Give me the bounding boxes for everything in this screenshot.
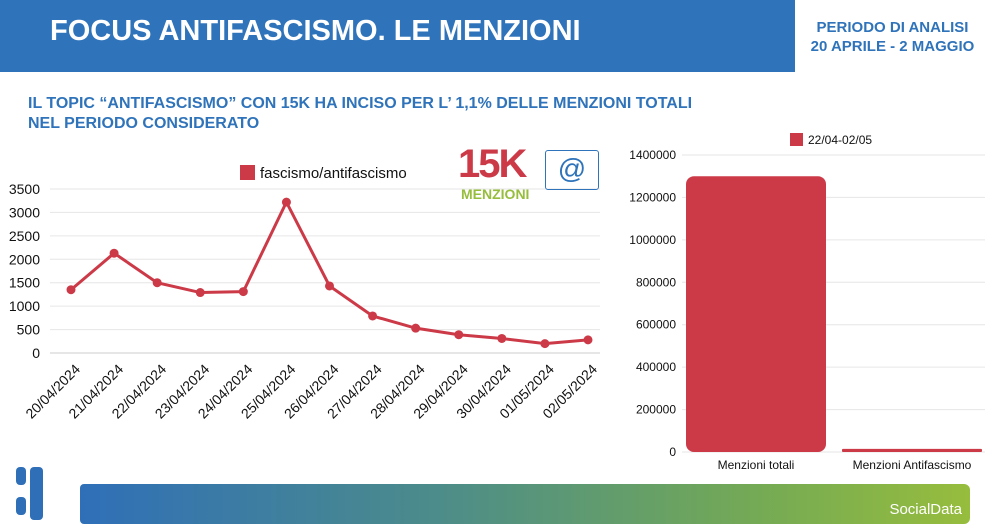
data-point (540, 339, 550, 349)
footer-bar: SocialData (80, 484, 970, 524)
y-tick-label: 1200000 (629, 190, 676, 204)
y-tick-label: 200000 (636, 403, 676, 417)
header-bar: FOCUS ANTIFASCISMO. LE MENZIONI (0, 0, 795, 72)
y-tick-label: 0 (32, 345, 40, 361)
y-tick-label: 1000 (9, 298, 40, 314)
legend-swatch (240, 165, 255, 180)
badge-label: MENZIONI (461, 186, 530, 202)
y-tick-label: 1500 (9, 275, 40, 291)
period-range: 20 APRILE - 2 MAGGIO (810, 38, 975, 55)
data-point (411, 323, 421, 333)
subtitle: IL TOPIC “ANTIFASCISMO” CON 15K HA INCIS… (28, 94, 692, 134)
data-point (368, 311, 378, 321)
data-point (152, 278, 162, 288)
y-tick-label: 2000 (9, 251, 40, 267)
data-point (66, 285, 76, 295)
logo-mark (16, 467, 43, 520)
subtitle-line2: NEL PERIODO CONSIDERATO (28, 115, 260, 132)
subtitle-line1: IL TOPIC “ANTIFASCISMO” CON 15K HA INCIS… (28, 95, 693, 112)
legend-swatch (790, 133, 803, 146)
data-point (195, 288, 205, 298)
data-point (281, 197, 291, 207)
bar (842, 448, 982, 452)
data-point (325, 281, 334, 291)
series-line (70, 198, 589, 346)
y-tick-label: 3000 (9, 204, 40, 220)
y-tick-label: 1000000 (629, 233, 676, 247)
y-tick-label: 1400000 (629, 148, 676, 162)
y-tick-label: 500 (17, 322, 41, 338)
period-label: PERIODO DI ANALISI (816, 19, 969, 36)
y-tick-label: 600000 (636, 318, 676, 332)
legend-label: fascismo/antifascismo (260, 165, 407, 182)
bar (686, 176, 826, 452)
brand-logo: SocialData (889, 501, 962, 518)
data-point (583, 335, 593, 345)
x-tick-label: Menzioni totali (718, 458, 795, 472)
badge-value: 15K (458, 142, 527, 186)
page-title: FOCUS ANTIFASCISMO. LE MENZIONI (50, 15, 581, 47)
y-tick-label: 800000 (636, 275, 676, 289)
data-point (109, 248, 119, 258)
legend-label: 22/04-02/05 (808, 133, 872, 147)
y-tick-label: 2500 (9, 228, 40, 244)
data-point (238, 287, 248, 297)
y-tick-label: 0 (669, 445, 676, 459)
y-tick-label: 3500 (9, 181, 40, 197)
y-tick-label: 400000 (636, 360, 676, 374)
data-point (497, 333, 507, 343)
x-tick-label: Menzioni Antifascismo (853, 458, 972, 472)
period: PERIODO DI ANALISI 20 APRILE - 2 MAGGIO (800, 18, 985, 56)
data-point (454, 330, 464, 340)
at-icon: @ (545, 150, 599, 190)
